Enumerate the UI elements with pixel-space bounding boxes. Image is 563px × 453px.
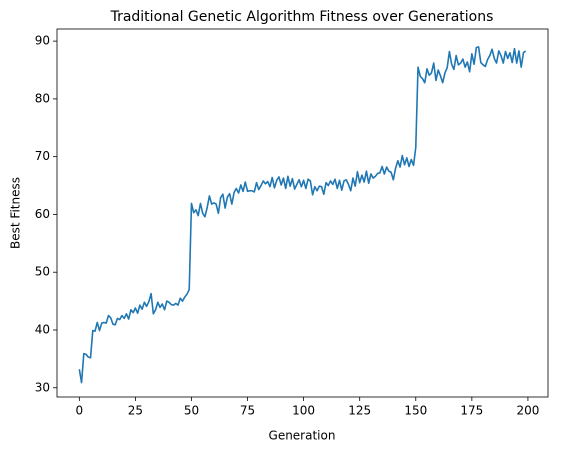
x-tick-label: 200	[516, 404, 539, 418]
x-tick-label: 125	[348, 404, 371, 418]
x-tick-label: 100	[292, 404, 315, 418]
x-tick-label: 50	[184, 404, 199, 418]
y-tick-label: 80	[35, 91, 50, 105]
x-tick-label: 75	[240, 404, 255, 418]
x-tick-label: 150	[404, 404, 427, 418]
y-axis-label: Best Fitness	[9, 177, 23, 249]
chart-title: Traditional Genetic Algorithm Fitness ov…	[110, 9, 494, 25]
y-tick-label: 30	[35, 380, 50, 394]
data-line	[78, 46, 527, 384]
y-tick-label: 40	[35, 322, 50, 336]
y-tick-label: 60	[35, 207, 50, 221]
y-tick-label: 70	[35, 149, 50, 163]
x-tick-label: 0	[75, 404, 83, 418]
plot-frame	[56, 28, 549, 398]
x-tick-label: 175	[460, 404, 483, 418]
y-tick-label: 50	[35, 265, 50, 279]
x-axis-label: Generation	[269, 429, 336, 443]
x-tick-label: 25	[128, 404, 143, 418]
y-tick-label: 90	[35, 34, 50, 48]
